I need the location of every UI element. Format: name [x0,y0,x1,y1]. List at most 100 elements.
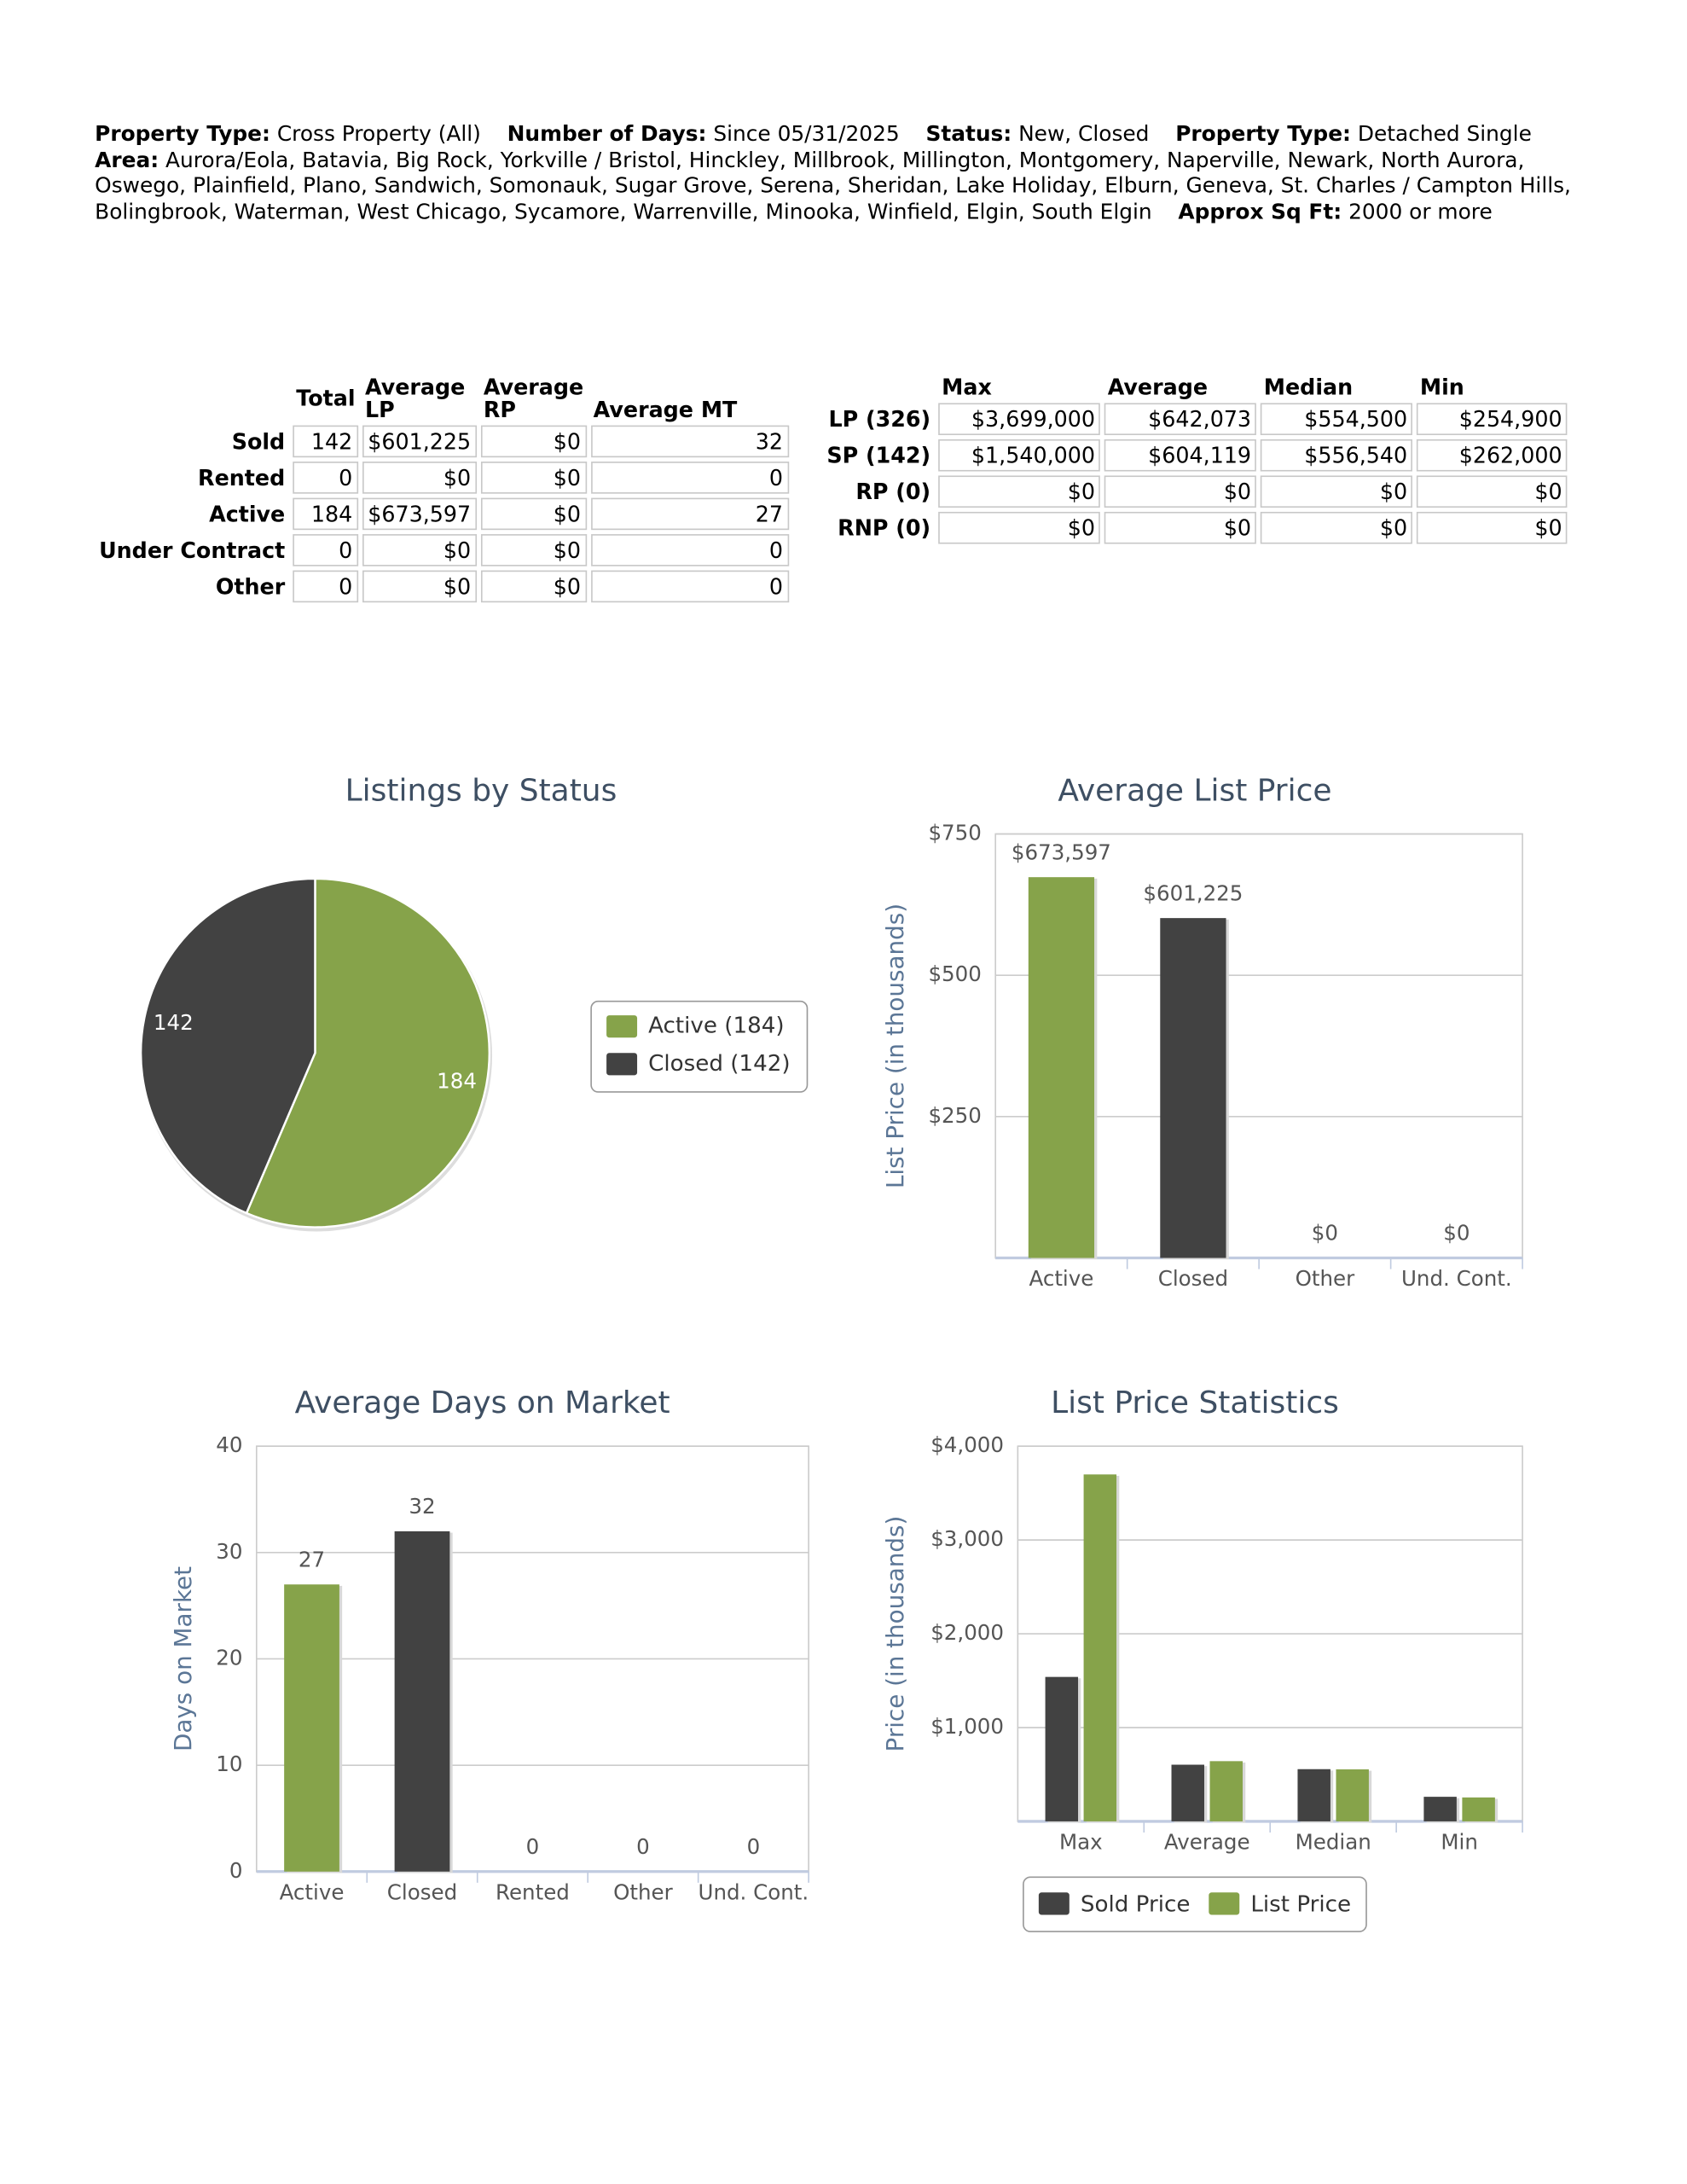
x-tick-label: Min [1441,1829,1478,1856]
y-tick-label: $3,000 [930,1526,1004,1551]
cell: $0 [362,462,477,494]
row-label: LP (326) [828,406,931,432]
cell: $1,540,000 [938,439,1101,472]
column-header: Min [1419,375,1464,401]
criterion: Area: Aurora/Eola, Batavia, Big Rock, Yo… [95,147,1571,224]
y-tick-label: 0 [229,1858,243,1883]
cell: $0 [1104,511,1257,544]
data-label: $673,597 [1012,839,1111,864]
x-tick-label: Und. Cont. [698,1879,809,1906]
legend-box [590,1000,809,1093]
data-label: 0 [526,1834,540,1859]
x-tick-label: Average [1163,1829,1250,1856]
column-header: Average MT [593,397,738,423]
legend-label: Sold Price [1081,1892,1191,1918]
x-tick-label: Closed [386,1879,458,1906]
criterion-label: Property Type: [95,121,270,147]
column-header: Average RP [483,375,584,423]
cell: $0 [1417,475,1568,508]
chart-title: List Price Statistics [1051,1385,1339,1420]
legend-swatch [1209,1892,1240,1915]
criterion-label: Number of Days: [507,121,707,147]
y-tick-label: $500 [928,961,981,986]
data-label: 32 [409,1494,435,1519]
row: SP (142) $1,540,000 $604,119 $556,540 $262,0… [822,439,1568,472]
criterion-label: Property Type: [1175,121,1351,147]
bar [1083,1474,1117,1821]
bar [394,1531,450,1872]
bar [1160,918,1226,1258]
cell: $0 [938,475,1101,508]
cell: $3,699,000 [938,403,1101,436]
column-header: Average [1107,375,1209,401]
row: LP (326) $3,699,000 $642,073 $554,500 $254,9… [822,403,1568,436]
cell: $0 [480,570,587,603]
y-tick-label: 40 [216,1432,242,1457]
row: Rented 0 $0 $0 0 [95,462,789,494]
row-label: Active [209,501,286,527]
legend-label: List Price [1250,1892,1351,1918]
cell: $254,900 [1417,403,1568,436]
y-tick-label: $250 [928,1103,981,1128]
bar [1423,1797,1457,1821]
chart-title: Average List Price [1058,774,1331,809]
row: Sold 142 $601,225 $0 32 [95,425,789,458]
row-label: Other [215,573,286,600]
criterion-value: Cross Property (All) [276,121,481,147]
column-header: Average LP [364,375,466,423]
chart-title: Average Days on Market [295,1385,670,1420]
cell: $262,000 [1417,439,1568,472]
search-criteria: Property Type: Cross Property (All) Numb… [95,121,1608,224]
bar [1171,1764,1204,1821]
criterion-label: Status: [925,121,1012,147]
bar [1028,877,1095,1258]
cell: 27 [590,497,789,531]
criterion: Number of Days: Since 05/31/2025 [507,121,900,146]
cell: $0 [1417,511,1568,544]
row: RP (0) $0 $0 $0 $0 [822,475,1568,508]
legend-label: Active (184) [648,1014,784,1039]
row: Other 0 $0 $0 0 [95,570,789,603]
bar [1045,1676,1079,1821]
cell: $601,225 [362,425,477,458]
header-row: Max Average Median Min [822,376,1568,398]
row-label: RP (0) [855,479,931,504]
criterion-value: Since 05/31/2025 [713,121,900,147]
cell: $0 [362,534,477,566]
legend-swatch [606,1053,638,1076]
criterion-value: 2000 or more [1348,198,1493,224]
cell: $0 [362,570,477,603]
criterion: Property Type: Detached Single [1175,121,1532,146]
y-tick-label: 30 [216,1539,242,1564]
y-axis-label: List Price (in thousands) [881,903,909,1188]
row-label: SP (142) [826,443,931,468]
cell: $642,073 [1104,403,1257,436]
x-tick-label: Und. Cont. [1400,1266,1512,1292]
y-tick-label: $2,000 [930,1620,1004,1645]
x-tick-label: Active [1029,1266,1094,1292]
row-label: Sold [231,428,286,455]
cell: $0 [480,534,587,566]
y-tick-label: 20 [216,1645,242,1670]
criterion-value: Aurora/Eola, Batavia, Big Rock, Yorkvill… [95,147,1571,224]
x-tick-label: Other [1295,1266,1355,1292]
cell: 0 [590,462,789,494]
cell: 184 [293,497,358,531]
slice-label: 184 [437,1068,477,1093]
row-label: Rented [198,465,286,491]
x-tick-label: Active [279,1879,345,1906]
y-tick-label: $4,000 [930,1432,1004,1457]
cell: 142 [293,425,358,458]
x-tick-label: Rented [496,1879,570,1906]
cell: $604,119 [1104,439,1257,472]
cell: $0 [480,425,587,458]
data-label: $601,225 [1143,880,1243,905]
legend-swatch [606,1015,638,1038]
row: Under Contract 0 $0 $0 0 [95,534,789,566]
x-tick-label: Median [1295,1829,1371,1856]
criterion-value: New, Closed [1018,121,1150,147]
x-tick-label: Other [613,1879,673,1906]
cell: $0 [938,511,1101,544]
row: RNP (0) $0 $0 $0 $0 [822,511,1568,544]
bar [284,1584,339,1872]
